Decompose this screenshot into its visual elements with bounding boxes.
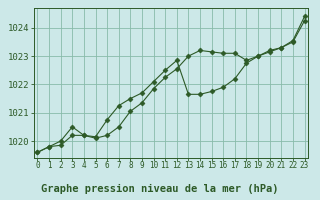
Text: Graphe pression niveau de la mer (hPa): Graphe pression niveau de la mer (hPa) (41, 184, 279, 194)
